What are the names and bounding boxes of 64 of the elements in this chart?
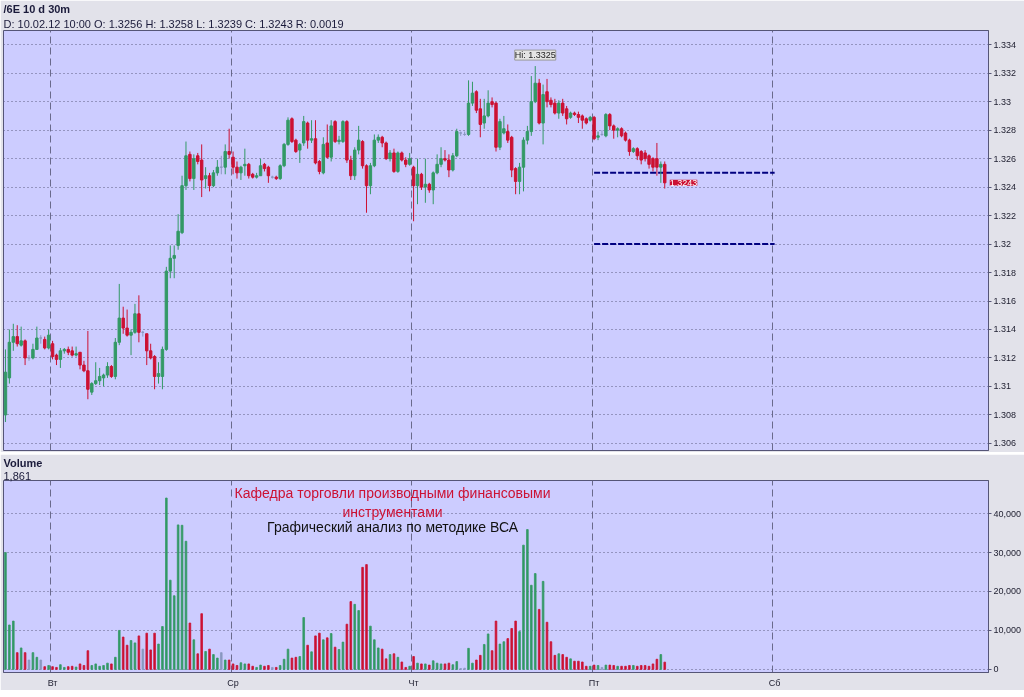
chart-subtitle: 1,861: [3, 470, 32, 482]
y-tick-label: 1.312: [993, 352, 1017, 363]
candlestick: [447, 153, 451, 178]
y-tick-label: 1.308: [993, 409, 1017, 420]
y-tick-label: 40,000: [993, 508, 1022, 519]
x-tick-label: Чт: [408, 677, 419, 688]
candlestick: [305, 121, 310, 150]
y-tick-label: 1.306: [993, 438, 1017, 449]
y-tick-label: 1.31: [993, 381, 1012, 392]
y-tick-label: 1.318: [993, 267, 1017, 278]
chart-title: Volume: [3, 457, 43, 469]
candlestick: [203, 166, 208, 190]
candlestick: [121, 306, 125, 335]
x-tick-label: Ср: [227, 677, 239, 688]
x-tick-label: Вт: [47, 677, 58, 688]
candlestick: [663, 160, 667, 190]
candlestick: [19, 326, 23, 348]
y-tick-label: 1.33: [993, 96, 1012, 107]
candlestick: [23, 338, 27, 366]
annotation: Кафедра торговли производными финансовыми инструментами: [234, 484, 551, 520]
candlestick: [392, 148, 396, 174]
candlestick: [125, 309, 129, 338]
candlestick: [243, 148, 247, 177]
candlestick: [145, 333, 149, 366]
y-tick-label: 1.334: [993, 39, 1017, 50]
y-tick-label: 1.322: [993, 210, 1017, 221]
y-tick-label: 30,000: [993, 547, 1022, 558]
y-tick-label: 1.324: [993, 182, 1017, 193]
candlestick: [137, 294, 141, 343]
candlestick: [192, 153, 196, 191]
candlestick: [557, 99, 561, 120]
y-tick-label: 1.332: [993, 68, 1017, 79]
y-tick-label: 10,000: [993, 625, 1022, 636]
y-tick-label: 1.316: [993, 296, 1017, 307]
candlestick: [50, 340, 55, 360]
x-tick-label: Сб: [768, 677, 781, 688]
candlestick: [564, 105, 569, 125]
candlestick: [15, 324, 19, 348]
candlestick: [604, 112, 608, 138]
y-tick-label: 1.32: [993, 239, 1012, 250]
y-tick-label: 1.326: [993, 153, 1017, 164]
candlestick: [301, 115, 306, 147]
candlestick: [325, 123, 329, 160]
candlestick: [596, 131, 600, 141]
chart-title: /6E 10 d 30m: [3, 3, 71, 15]
candlestick: [659, 160, 663, 184]
candlestick: [592, 115, 596, 141]
candlestick: [655, 142, 659, 177]
text: 1.3243: [669, 177, 698, 188]
candlestick: [74, 346, 78, 358]
candlestick: [223, 143, 227, 175]
chart-subtitle: D: 10.02.12 10:00 O: 1.3256 H: 1.3258 L: 1.3239 C: 1.3243 R: 0.0019: [3, 18, 344, 30]
y-tick-label: 0: [993, 664, 999, 675]
y-tick-label: 20,000: [993, 586, 1022, 597]
candlestick: [341, 119, 345, 144]
y-tick-label: 1.314: [993, 324, 1017, 335]
y-tick-label: 1.328: [993, 125, 1017, 136]
annotation: Hi: 1.3325: [514, 50, 556, 61]
x-tick-label: Пт: [588, 677, 600, 688]
candlestick: [482, 98, 486, 130]
candlestick: [333, 119, 337, 144]
candlestick: [86, 330, 90, 400]
candlestick: [309, 119, 314, 144]
candlestick: [545, 78, 549, 108]
